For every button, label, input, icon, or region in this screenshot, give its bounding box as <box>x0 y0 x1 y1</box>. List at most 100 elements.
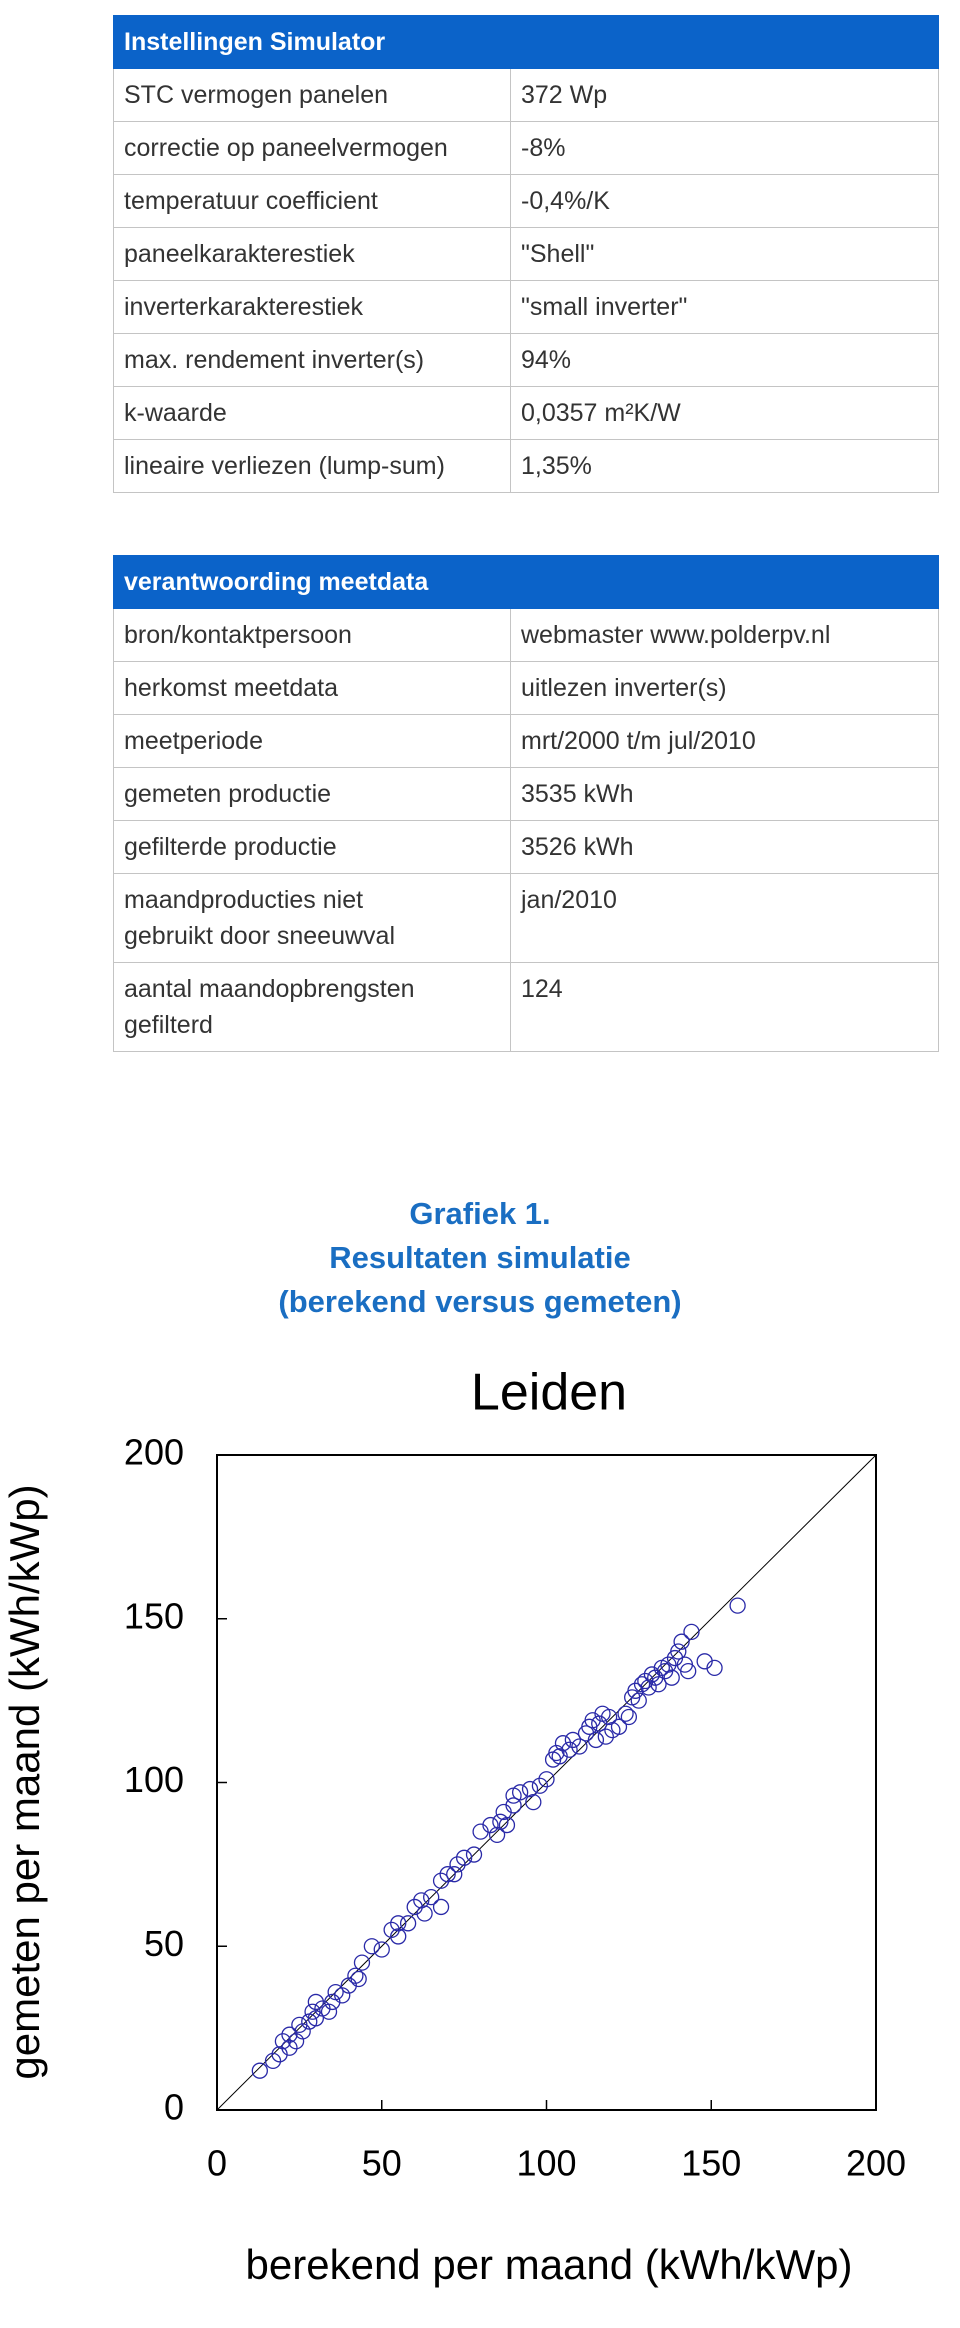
header-cell: verantwoording meetdata <box>113 555 511 609</box>
data-point <box>511 1784 529 1801</box>
data-point <box>439 1866 456 1883</box>
data-point <box>630 1692 647 1709</box>
data-point <box>538 1771 555 1788</box>
data-point <box>274 2033 292 2050</box>
data-point <box>373 1941 390 1958</box>
value-cell: mrt/2000 t/m jul/2010 <box>510 714 939 768</box>
data-point <box>446 1866 463 1883</box>
chart: Leiden 0 50 100 150 200 0 50 100 150 200 berekend p… <box>1 1364 906 2288</box>
data-point <box>413 1892 430 1909</box>
y-axis-label: gemeten per maand (kWh/kWp) <box>1 1484 48 2079</box>
y-tick-label: 200 <box>124 1432 184 1473</box>
value-cell: -0,4%/K <box>510 174 939 228</box>
x-tick-label: 150 <box>681 2143 741 2184</box>
row: k-waarde 0,0357 m²K/W <box>113 386 939 440</box>
data-point <box>531 1777 549 1794</box>
row: gefilterde productie 3526 kWh <box>113 820 939 874</box>
row: aantal maandopbrengsten gefilterd 124 <box>113 962 939 1052</box>
value-cell: uitlezen inverter(s) <box>510 661 939 715</box>
data-point <box>587 1731 605 1749</box>
x-tick-label: 100 <box>516 2143 576 2184</box>
data-point <box>390 1915 407 1932</box>
x-axis-label: berekend per maand (kWh/kWp) <box>246 2241 853 2288</box>
data-point <box>617 1705 634 1722</box>
label-cell: gemeten productie <box>113 767 511 821</box>
label-cell: meetperiode <box>113 714 511 768</box>
value-cell: 372 Wp <box>510 68 939 122</box>
label-cell: temperatuur coefficient <box>113 174 511 228</box>
y-tick-label: 50 <box>144 1923 184 1964</box>
label-cell: max. rendement inverter(s) <box>113 333 511 387</box>
caption-line: (berekend versus gemeten) <box>278 1284 682 1319</box>
data-point <box>347 1967 364 1984</box>
value-cell: 124 <box>510 962 939 1052</box>
label-cell: k-waarde <box>113 386 511 440</box>
data-point <box>390 1928 407 1945</box>
label-cell: inverterkarakterestiek <box>113 280 511 334</box>
caption-line: Resultaten simulatie <box>329 1240 631 1275</box>
header-row: Instellingen Simulator <box>113 15 939 69</box>
label-cell: maandproducties niet gebruikt door sneeu… <box>113 873 511 963</box>
label-cell: aantal maandopbrengsten gefilterd <box>113 962 511 1052</box>
value-cell: jan/2010 <box>510 873 939 963</box>
label-cell: bron/kontaktpersoon <box>113 608 511 662</box>
label-cell: correctie op paneelvermogen <box>113 121 511 175</box>
value-cell: 94% <box>510 333 939 387</box>
row: lineaire verliezen (lump-sum) 1,35% <box>113 439 939 493</box>
x-tick-label: 0 <box>207 2143 227 2184</box>
value-cell: "small inverter" <box>510 280 939 334</box>
data-point <box>680 1662 697 1680</box>
x-tick-label: 200 <box>846 2143 906 2184</box>
caption-line: Grafiek 1. <box>409 1196 551 1231</box>
row: paneelkarakterestiek "Shell" <box>113 227 939 281</box>
row: meetperiode mrt/2000 t/m jul/2010 <box>113 714 939 768</box>
data-point <box>673 1633 690 1650</box>
data-point <box>416 1905 433 1922</box>
row: STC vermogen panelen 372 Wp <box>113 68 939 122</box>
data-point <box>660 1656 677 1673</box>
data-table: verantwoording meetdata bron/kontaktperso… <box>113 555 939 1052</box>
data-point <box>564 1731 582 1749</box>
data-point <box>350 1970 367 1988</box>
data-point <box>488 1826 506 1844</box>
chart-title: Leiden <box>471 1364 627 1422</box>
data-point <box>561 1741 578 1758</box>
data-point <box>610 1718 628 1735</box>
data-point <box>620 1708 638 1726</box>
data-point <box>663 1669 680 1686</box>
data-point <box>281 2039 298 2056</box>
caption: Grafiek 1. Resultaten simulatie (berekend … <box>0 1192 960 1324</box>
header-cell <box>510 555 939 609</box>
data-point <box>650 1676 667 1693</box>
data-point <box>432 1872 450 1889</box>
row: gemeten productie 3535 kWh <box>113 767 939 821</box>
header-cell <box>510 15 939 69</box>
value-cell: 3535 kWh <box>510 767 939 821</box>
data-point <box>554 1735 572 1752</box>
value-cell: webmaster www.polderpv.nl <box>510 608 939 662</box>
value-cell: 1,35% <box>510 439 939 493</box>
value-cell: -8% <box>510 121 939 175</box>
row: bron/kontaktpersoon webmaster www.polderp… <box>113 608 939 662</box>
row: inverterkarakterestiek "small inverter" <box>113 280 939 334</box>
row: herkomst meetdata uitlezen inverter(s) <box>113 661 939 715</box>
label-cell: STC vermogen panelen <box>113 68 511 122</box>
row: maandproducties niet gebruikt door sneeu… <box>113 873 939 963</box>
y-tick-label: 100 <box>124 1759 184 1800</box>
header-row: verantwoording meetdata <box>113 555 939 609</box>
y-tick-label: 150 <box>124 1595 184 1636</box>
data-point <box>307 1993 325 2011</box>
row: correctie op paneelvermogen -8% <box>113 121 939 175</box>
label-cell: lineaire verliezen (lump-sum) <box>113 439 511 493</box>
label-cell: herkomst meetdata <box>113 661 511 715</box>
data-point <box>525 1793 542 1811</box>
data-point <box>670 1643 687 1660</box>
x-tick-label: 50 <box>362 2143 402 2184</box>
data-point <box>571 1738 588 1755</box>
data-point <box>281 2026 298 2043</box>
data-point <box>353 1954 371 1971</box>
data-point <box>423 1888 440 1906</box>
row: temperatuur coefficient -0,4%/K <box>113 174 939 228</box>
data-point <box>627 1682 644 1699</box>
